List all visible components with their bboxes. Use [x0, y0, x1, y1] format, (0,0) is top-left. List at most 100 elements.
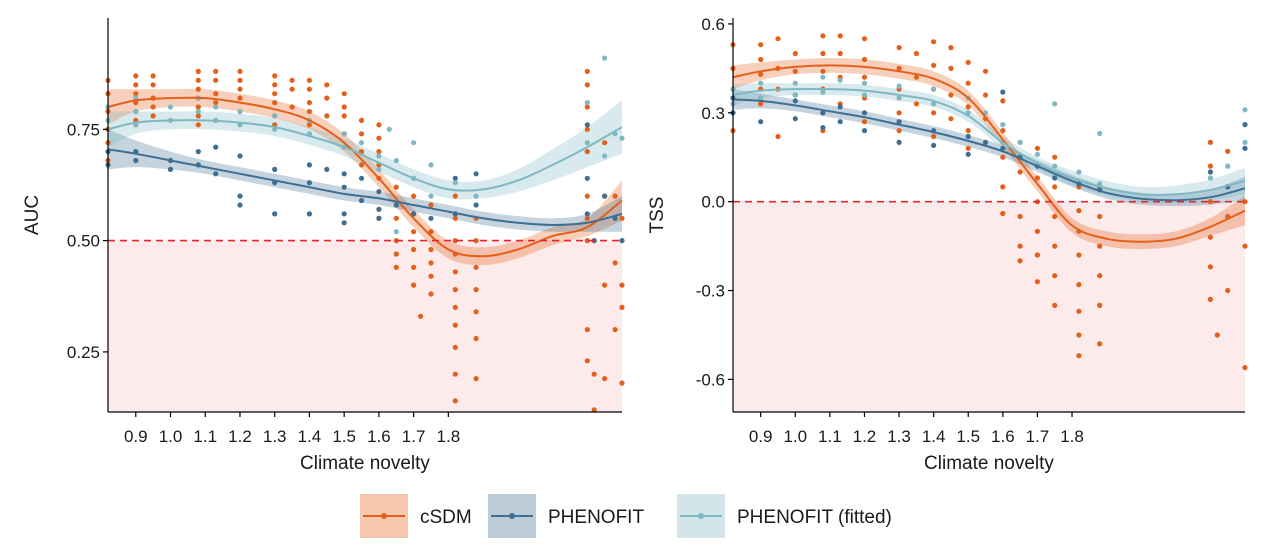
- x-tick-label: 1.4: [298, 427, 322, 446]
- data-point-csdm: [452, 322, 458, 328]
- data-point-phenofit-fitted: [428, 193, 434, 199]
- data-point-phenofit-fitted: [758, 80, 764, 86]
- data-point-csdm: [289, 86, 295, 92]
- y-axis-title: TSS: [647, 197, 668, 234]
- data-point-phenofit: [341, 184, 347, 190]
- data-point-csdm: [896, 110, 902, 116]
- data-point-phenofit: [341, 211, 347, 217]
- data-point-csdm: [913, 74, 920, 80]
- data-point-csdm: [861, 74, 868, 80]
- data-point-csdm: [1214, 332, 1220, 338]
- data-point-phenofit-fitted: [386, 126, 392, 132]
- data-point-csdm: [237, 77, 243, 83]
- data-point-csdm: [758, 101, 764, 107]
- data-point-phenofit: [1000, 145, 1006, 151]
- data-point-phenofit: [358, 197, 365, 204]
- data-point-phenofit: [213, 171, 219, 177]
- data-point-phenofit-fitted: [1097, 181, 1103, 187]
- data-point-phenofit: [237, 153, 243, 159]
- data-point-phenofit-fitted: [272, 113, 278, 119]
- data-point-csdm: [393, 251, 399, 257]
- data-point-csdm: [758, 71, 764, 77]
- data-point-phenofit: [602, 193, 608, 199]
- data-point-csdm: [195, 122, 201, 128]
- fit-line-phenofit: [107, 148, 623, 227]
- confidence-band-csdm: [108, 88, 622, 266]
- data-point-phenofit: [358, 175, 365, 181]
- data-point-csdm: [584, 149, 590, 155]
- data-point-phenofit-fitted: [341, 131, 347, 137]
- data-point-csdm: [982, 68, 989, 74]
- data-point-csdm: [948, 116, 954, 122]
- x-tick-label: 1.5: [956, 427, 980, 446]
- data-point-csdm: [150, 73, 156, 79]
- x-axis-title: Climate novelty: [300, 453, 430, 474]
- x-tick-label: 1.3: [887, 427, 911, 446]
- data-point-csdm: [1097, 273, 1103, 279]
- data-point-csdm: [1052, 302, 1058, 308]
- fit-line-phenofit-fitted: [732, 87, 1246, 196]
- data-point-csdm: [820, 33, 826, 39]
- data-point-csdm: [861, 36, 868, 42]
- data-point-csdm: [306, 77, 312, 83]
- data-point-csdm: [306, 122, 312, 128]
- confidence-band-phenofit-fitted: [733, 83, 1245, 204]
- data-point-csdm: [584, 327, 590, 333]
- data-point-phenofit-fitted: [411, 140, 417, 146]
- data-point-csdm: [896, 45, 902, 51]
- data-point-csdm: [306, 86, 312, 92]
- data-point-csdm: [358, 131, 365, 137]
- data-point-csdm: [237, 95, 243, 101]
- data-point-csdm: [272, 91, 278, 97]
- data-point-csdm: [150, 82, 156, 88]
- data-point-csdm: [948, 65, 954, 71]
- data-point-csdm: [1207, 163, 1213, 169]
- y-tick-label: 0.25: [67, 343, 100, 362]
- legend-item-phenofit: PHENOFIT: [488, 494, 644, 538]
- data-point-phenofit: [792, 116, 798, 122]
- data-point-csdm: [1097, 302, 1103, 308]
- data-point-csdm: [272, 73, 278, 79]
- data-point-csdm: [324, 82, 330, 88]
- data-point-csdm: [133, 91, 139, 97]
- data-point-phenofit-fitted: [1052, 163, 1058, 169]
- data-point-csdm: [1097, 243, 1103, 249]
- data-point-csdm: [1052, 184, 1058, 190]
- data-point-csdm: [411, 193, 417, 199]
- data-point-csdm: [473, 238, 479, 244]
- data-point-csdm: [965, 128, 971, 134]
- data-point-phenofit-fitted: [376, 153, 382, 159]
- data-point-phenofit-fitted: [1207, 175, 1213, 181]
- y-tick-label: -0.3: [696, 282, 725, 301]
- data-point-csdm: [1034, 228, 1040, 234]
- data-point-phenofit-fitted: [393, 157, 399, 164]
- data-point-csdm: [584, 238, 590, 244]
- data-point-phenofit: [1242, 145, 1248, 151]
- data-point-csdm: [1034, 175, 1040, 181]
- data-point-csdm: [1076, 332, 1082, 338]
- data-point-csdm: [195, 104, 201, 110]
- data-point-csdm: [150, 113, 156, 119]
- data-point-csdm: [133, 73, 139, 79]
- data-point-csdm: [237, 68, 243, 74]
- data-point-phenofit: [272, 211, 278, 217]
- data-point-csdm: [820, 50, 826, 57]
- data-point-phenofit: [237, 202, 243, 208]
- data-point-csdm: [1000, 184, 1006, 190]
- data-point-csdm: [473, 287, 479, 293]
- x-tick-label: 1.5: [332, 427, 356, 446]
- y-axis-title: AUC: [22, 195, 43, 235]
- data-point-csdm: [411, 246, 417, 253]
- data-point-csdm: [758, 56, 764, 63]
- data-point-csdm: [195, 77, 201, 83]
- data-point-csdm: [1052, 273, 1058, 279]
- data-point-phenofit-fitted: [837, 77, 843, 83]
- data-point-csdm: [965, 104, 971, 110]
- data-point-csdm: [820, 68, 826, 74]
- data-point-csdm: [1017, 243, 1023, 249]
- data-point-phenofit: [272, 166, 278, 172]
- fit-line-phenofit: [732, 98, 1246, 202]
- data-point-csdm: [428, 246, 434, 253]
- data-point-phenofit: [965, 151, 971, 157]
- data-point-csdm: [428, 260, 434, 266]
